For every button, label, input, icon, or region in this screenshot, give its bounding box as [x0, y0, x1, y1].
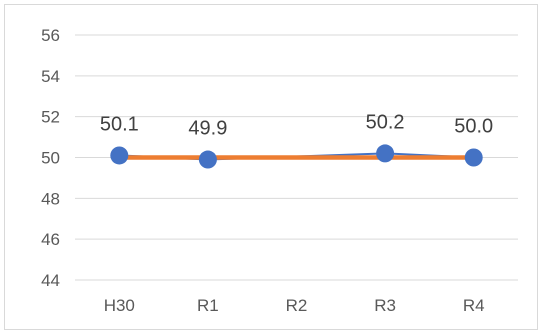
y-tick-label-0: 44 [41, 271, 60, 290]
x-tick-label-1: R1 [197, 296, 219, 315]
data-label-4: 50.0 [454, 116, 493, 138]
x-tick-label-2: R2 [286, 296, 308, 315]
series-0-point-4 [464, 148, 483, 167]
chart-frame [4, 4, 538, 330]
y-tick-label-4: 52 [41, 108, 60, 127]
y-tick-label-2: 48 [41, 189, 60, 208]
data-label-3: 50.2 [366, 111, 405, 133]
x-tick-label-4: R4 [463, 296, 485, 315]
data-label-1: 49.9 [188, 118, 227, 140]
y-tick-label-5: 54 [41, 67, 60, 86]
y-tick-label-1: 46 [41, 230, 60, 249]
series-0-point-3 [376, 144, 395, 163]
y-tick-label-3: 50 [41, 149, 60, 168]
series-0-point-1 [198, 150, 217, 169]
x-tick-label-0: H30 [104, 296, 135, 315]
data-label-0: 50.1 [100, 113, 139, 135]
series-0-point-0 [110, 146, 129, 165]
x-tick-label-3: R3 [374, 296, 396, 315]
y-tick-label-6: 56 [41, 26, 60, 45]
